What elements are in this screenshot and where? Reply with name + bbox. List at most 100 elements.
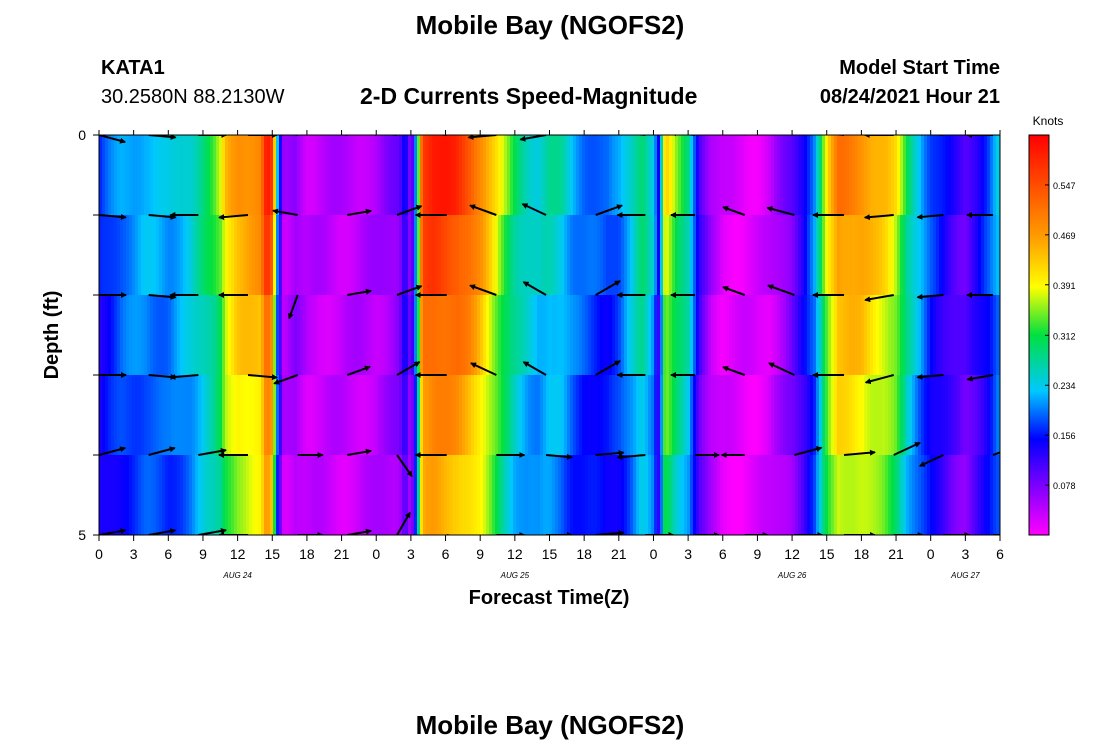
heatmap-cell [513, 295, 517, 376]
heatmap-cell [126, 135, 130, 216]
heatmap-cell [777, 215, 781, 296]
heatmap-cell [750, 455, 754, 535]
heatmap-cell [783, 295, 787, 376]
heatmap-cell [540, 215, 544, 296]
heatmap-cell [456, 455, 460, 535]
current-arrow [794, 446, 823, 456]
heatmap-cell [450, 135, 454, 216]
heatmap-cell [750, 295, 754, 376]
heatmap-cell [576, 215, 580, 296]
heatmap-cell [786, 215, 790, 296]
heatmap-cell [798, 375, 802, 456]
heatmap-cell [882, 375, 886, 456]
heatmap-cell [183, 295, 187, 376]
heatmap-cell [825, 215, 829, 296]
heatmap-cell [129, 375, 133, 456]
heatmap-cell [366, 215, 370, 296]
heatmap-cell [990, 375, 994, 456]
heatmap-cell [585, 375, 589, 456]
heatmap-cell [219, 375, 223, 456]
heatmap-cell [984, 215, 988, 296]
heatmap-cell [111, 375, 115, 456]
heatmap-cell [132, 375, 136, 456]
heatmap-cell [612, 215, 616, 296]
heatmap-cell [621, 295, 625, 376]
heatmap-cell [774, 295, 778, 376]
x-tick-label: 0 [95, 546, 103, 562]
heatmap-cell [708, 455, 712, 535]
heatmap-cell [708, 295, 712, 376]
heatmap-cell [531, 375, 535, 456]
heatmap-cell [183, 215, 187, 296]
heatmap-cell [381, 375, 385, 456]
heatmap-cell [105, 455, 109, 535]
heatmap-cell [369, 135, 373, 216]
heatmap-cell [729, 215, 733, 296]
heatmap-cell [531, 135, 535, 216]
heatmap-cell [507, 295, 511, 376]
heatmap-cell [357, 375, 361, 456]
heatmap-cell [867, 455, 871, 535]
heatmap-cell [615, 135, 619, 216]
heatmap-cell [267, 295, 271, 376]
heatmap-cell [360, 215, 364, 296]
heatmap-cell [879, 295, 883, 376]
heatmap-cell [765, 295, 769, 376]
heatmap-cell [381, 455, 385, 535]
date-label: AUG 25 [500, 571, 530, 580]
heatmap-cell [486, 135, 490, 216]
heatmap-cell [219, 455, 223, 535]
heatmap-cell [972, 455, 976, 535]
heatmap-cell [561, 215, 565, 296]
heatmap-cell [144, 215, 148, 296]
heatmap-cell [978, 295, 982, 376]
heatmap-cell [657, 295, 661, 376]
heatmap-cell [216, 215, 220, 296]
heatmap-cell [840, 455, 844, 535]
heatmap-cell [408, 215, 412, 296]
heatmap-cell [864, 455, 868, 535]
heatmap-cell [828, 295, 832, 376]
heatmap-cell [594, 375, 598, 456]
heatmap-cell [633, 215, 637, 296]
heatmap-cell [585, 455, 589, 535]
heatmap-cell [918, 135, 922, 216]
heatmap-cell [675, 295, 679, 376]
heatmap-cell [258, 375, 262, 456]
heatmap-cell [570, 295, 574, 376]
heatmap-cell [267, 375, 271, 456]
heatmap-cell [975, 375, 979, 456]
heatmap-cell [135, 295, 139, 376]
heatmap-cell [732, 215, 736, 296]
heatmap-cell [315, 215, 319, 296]
heatmap-cell [369, 295, 373, 376]
heatmap-cell [147, 215, 151, 296]
heatmap-cell [414, 455, 418, 535]
heatmap-cell [363, 455, 367, 535]
heatmap-cell [981, 375, 985, 456]
heatmap-cell [108, 295, 112, 376]
heatmap-cell [531, 455, 535, 535]
heatmap-cell [399, 215, 403, 296]
heatmap-cell [696, 455, 700, 535]
heatmap-cell [438, 375, 442, 456]
x-tick-label: 6 [719, 546, 727, 562]
heatmap-cell [963, 295, 967, 376]
heatmap-cell [987, 135, 991, 216]
heatmap-cell [882, 295, 886, 376]
heatmap-cell [270, 215, 274, 296]
heatmap-cell [474, 455, 478, 535]
heatmap-cell [741, 215, 745, 296]
heatmap-cell [603, 135, 607, 216]
heatmap-cell [450, 295, 454, 376]
heatmap-cell [714, 455, 718, 535]
heatmap-cell [492, 375, 496, 456]
current-arrow [198, 528, 227, 535]
heatmap-cell [336, 375, 340, 456]
heatmap-cell [168, 135, 172, 216]
current-arrow [396, 204, 423, 216]
current-arrow [148, 446, 176, 456]
current-arrow [742, 135, 745, 136]
heatmap-cell [648, 375, 652, 456]
heatmap-cell [897, 295, 901, 376]
